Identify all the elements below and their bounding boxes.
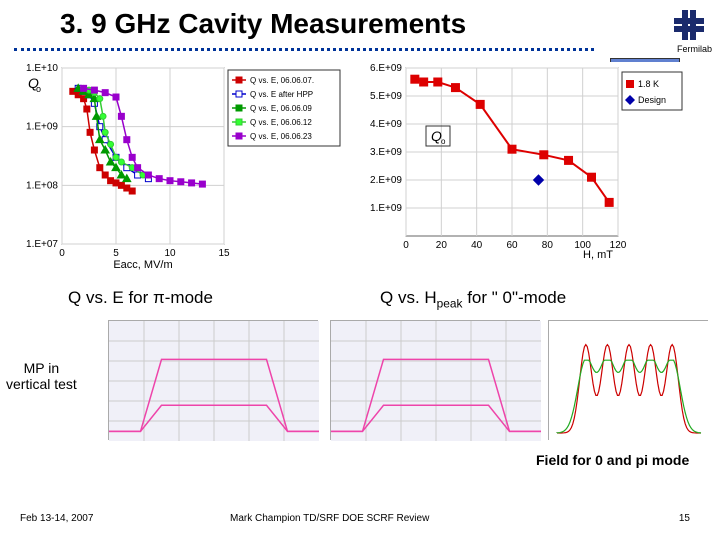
logo-label: Fermilab bbox=[677, 44, 712, 54]
caption-right-post: for " 0"-mode bbox=[462, 288, 566, 307]
svg-text:10: 10 bbox=[164, 248, 176, 259]
svg-text:2.E+09: 2.E+09 bbox=[370, 175, 402, 186]
svg-text:Design: Design bbox=[638, 95, 666, 105]
divider-dotted bbox=[14, 48, 594, 51]
footer-author: Mark Champion TD/SRF DOE SCRF Review bbox=[230, 513, 429, 524]
svg-text:Eacc, MV/m: Eacc, MV/m bbox=[113, 259, 172, 271]
svg-text:Q vs. E, 06.06.09: Q vs. E, 06.06.09 bbox=[250, 104, 312, 113]
waveform-plot-2 bbox=[330, 320, 540, 440]
caption-left: Q vs. E for π-mode bbox=[68, 288, 213, 308]
footer-page: 15 bbox=[679, 513, 690, 524]
field-caption: Field for 0 and pi mode bbox=[536, 452, 689, 468]
svg-text:1.8 K: 1.8 K bbox=[638, 79, 659, 89]
svg-text:Q vs. E, 06.06.23: Q vs. E, 06.06.23 bbox=[250, 132, 312, 141]
svg-text:1.E+09: 1.E+09 bbox=[26, 122, 58, 133]
caption-right-sub: peak bbox=[437, 296, 463, 310]
caption-right: Q vs. Hpeak for " 0"-mode bbox=[380, 288, 566, 310]
chart-q-vs-h: 0204060801001201.E+092.E+093.E+094.E+095… bbox=[356, 62, 686, 262]
svg-text:Q vs. E, 06.06.07.: Q vs. E, 06.06.07. bbox=[250, 76, 314, 85]
svg-text:80: 80 bbox=[542, 240, 554, 251]
slide-title: 3. 9 GHz Cavity Measurements bbox=[60, 8, 466, 40]
svg-text:0: 0 bbox=[403, 240, 409, 251]
svg-text:5: 5 bbox=[113, 248, 119, 259]
svg-text:1.E+07: 1.E+07 bbox=[26, 239, 58, 250]
svg-text:6.E+09: 6.E+09 bbox=[370, 63, 402, 74]
svg-text:0: 0 bbox=[59, 248, 65, 259]
svg-text:15: 15 bbox=[218, 248, 230, 259]
chart-q-vs-e: 0 5 10 15 1.E+07 1.E+08 1.E+09 1.E+10 Eacc, MV/m… bbox=[14, 62, 344, 272]
fermilab-logo bbox=[672, 8, 706, 42]
waveform-plot-1 bbox=[108, 320, 318, 440]
svg-text:Q vs. E after HPP: Q vs. E after HPP bbox=[250, 90, 313, 99]
mp-label: MP invertical test bbox=[6, 360, 77, 392]
svg-text:o: o bbox=[441, 137, 446, 146]
svg-text:H, mT: H, mT bbox=[583, 249, 613, 261]
svg-text:Q vs. E, 06.06.12: Q vs. E, 06.06.12 bbox=[250, 118, 312, 127]
svg-text:40: 40 bbox=[471, 240, 483, 251]
footer-date: Feb 13-14, 2007 bbox=[20, 513, 93, 524]
svg-text:20: 20 bbox=[436, 240, 448, 251]
svg-text:3.E+09: 3.E+09 bbox=[370, 147, 402, 158]
svg-text:1.E+08: 1.E+08 bbox=[26, 180, 58, 191]
svg-text:o: o bbox=[36, 84, 41, 94]
svg-text:1.E+10: 1.E+10 bbox=[26, 63, 58, 74]
caption-right-pre: Q vs. H bbox=[380, 288, 437, 307]
svg-text:1.E+09: 1.E+09 bbox=[370, 203, 402, 214]
field-profile-plot bbox=[548, 320, 708, 440]
svg-text:60: 60 bbox=[506, 240, 518, 251]
svg-text:4.E+09: 4.E+09 bbox=[370, 119, 402, 130]
svg-text:5.E+09: 5.E+09 bbox=[370, 91, 402, 102]
